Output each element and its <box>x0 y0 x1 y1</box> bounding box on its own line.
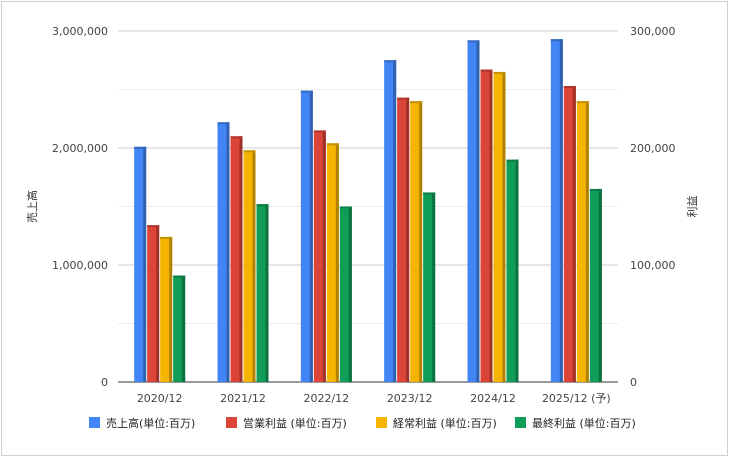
bar <box>256 204 269 382</box>
bar <box>480 69 493 383</box>
bar <box>217 122 230 382</box>
bar <box>230 136 243 382</box>
bar <box>563 85 576 383</box>
right-tick-label: 300,000 <box>630 25 676 38</box>
x-tick-label: 2024/12 <box>470 392 516 405</box>
bar <box>326 143 339 382</box>
right-axis-ticks: 0 100,000 200,000 300,000 <box>630 25 676 389</box>
legend-label: 経常利益 (単位:百万) <box>393 416 497 430</box>
right-tick-label: 200,000 <box>630 142 676 155</box>
bar <box>384 60 397 382</box>
right-axis-title: 利益 <box>685 196 699 218</box>
bar <box>173 275 186 382</box>
x-tick-label: 2025/12 (予) <box>542 392 611 405</box>
bar <box>160 236 173 382</box>
x-tick-label: 2022/12 <box>303 392 349 405</box>
left-axis-ticks: 0 1,000,000 2,000,000 3,000,000 <box>52 25 108 389</box>
x-axis-ticks: 2020/12 2021/12 2022/12 2023/12 2024/12 2025/… <box>137 392 611 405</box>
bar <box>506 159 519 382</box>
bar <box>397 97 410 382</box>
bar <box>300 90 313 383</box>
bar <box>576 101 589 382</box>
bars <box>134 39 602 383</box>
bar <box>423 192 436 382</box>
right-tick-label: 0 <box>630 376 637 389</box>
left-tick-label: 3,000,000 <box>52 25 108 38</box>
bar <box>313 130 326 382</box>
bar <box>467 40 480 383</box>
x-tick-label: 2021/12 <box>220 392 266 405</box>
bar <box>243 150 256 382</box>
x-tick-label: 2023/12 <box>387 392 433 405</box>
legend-swatch <box>376 417 387 428</box>
bar <box>589 188 602 382</box>
legend-item: 最終利益 (単位:百万) <box>515 416 636 430</box>
bar <box>134 146 147 382</box>
left-tick-label: 0 <box>101 376 108 389</box>
legend: 売上高(単位:百万) 営業利益 (単位:百万) 経常利益 (単位:百万) 最終利益 (… <box>89 416 636 430</box>
bar <box>147 225 160 382</box>
bar <box>410 101 423 382</box>
legend-swatch <box>515 417 526 428</box>
left-tick-label: 2,000,000 <box>52 142 108 155</box>
legend-item: 営業利益 (単位:百万) <box>226 416 347 430</box>
x-tick-label: 2020/12 <box>137 392 183 405</box>
gridlines <box>118 30 618 383</box>
legend-label: 売上高(単位:百万) <box>106 416 195 430</box>
bar <box>550 39 563 382</box>
legend-label: 営業利益 (単位:百万) <box>243 416 347 430</box>
bar <box>339 206 352 382</box>
left-tick-label: 1,000,000 <box>52 259 108 272</box>
left-axis-title: 売上高 <box>25 190 39 223</box>
legend-item: 売上高(単位:百万) <box>89 416 195 430</box>
legend-swatch <box>226 417 237 428</box>
bar <box>493 71 506 382</box>
right-tick-label: 100,000 <box>630 259 676 272</box>
legend-item: 経常利益 (単位:百万) <box>376 416 497 430</box>
legend-swatch <box>89 417 100 428</box>
legend-label: 最終利益 (単位:百万) <box>532 416 636 430</box>
